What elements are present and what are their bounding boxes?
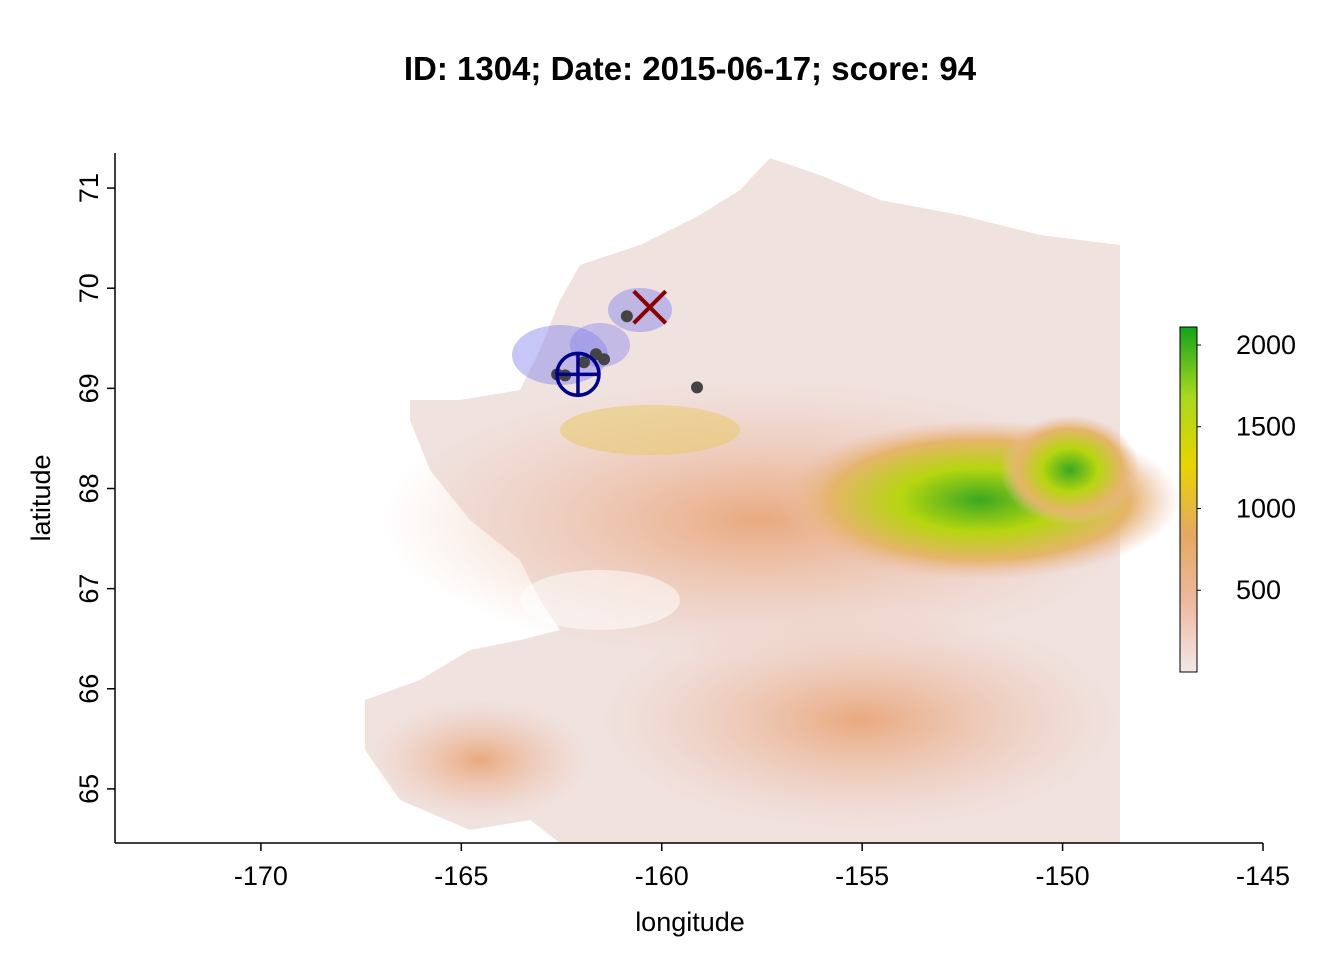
y-tick-label: 71 bbox=[74, 173, 104, 203]
crosshair-marker bbox=[555, 351, 601, 398]
colorbar-tick-label: 500 bbox=[1236, 575, 1281, 605]
colorbar-tick-label: 2000 bbox=[1236, 330, 1296, 360]
location-point bbox=[620, 310, 633, 323]
y-tick-label: 69 bbox=[74, 373, 104, 403]
x-tick-label: -145 bbox=[1236, 861, 1290, 891]
colorbar-tick-label: 1500 bbox=[1236, 412, 1296, 442]
colorbar bbox=[1179, 326, 1198, 673]
x-tick-label: -160 bbox=[635, 861, 689, 891]
location-point bbox=[691, 381, 704, 394]
cross-marker bbox=[632, 289, 668, 325]
location-point bbox=[577, 356, 590, 369]
chart-title: ID: 1304; Date: 2015-06-17; score: 94 bbox=[404, 50, 977, 87]
colorbar-tick-label: 1000 bbox=[1236, 493, 1296, 523]
y-tick-label: 68 bbox=[74, 473, 104, 503]
y-tick-label: 67 bbox=[74, 574, 104, 604]
x-tick-label: -155 bbox=[835, 861, 889, 891]
y-axis-label: latitude bbox=[26, 454, 56, 541]
x-axis-label: longitude bbox=[635, 907, 745, 937]
x-tick-label: -170 bbox=[234, 861, 288, 891]
point-series bbox=[632, 289, 668, 325]
x-tick-label: -165 bbox=[434, 861, 488, 891]
point-series bbox=[555, 351, 601, 398]
point-series bbox=[551, 310, 704, 394]
terrain bbox=[365, 158, 1180, 843]
y-tick-label: 70 bbox=[74, 273, 104, 303]
x-tick-label: -150 bbox=[1036, 861, 1090, 891]
y-tick-label: 65 bbox=[74, 774, 104, 804]
y-tick-label: 66 bbox=[74, 674, 104, 704]
